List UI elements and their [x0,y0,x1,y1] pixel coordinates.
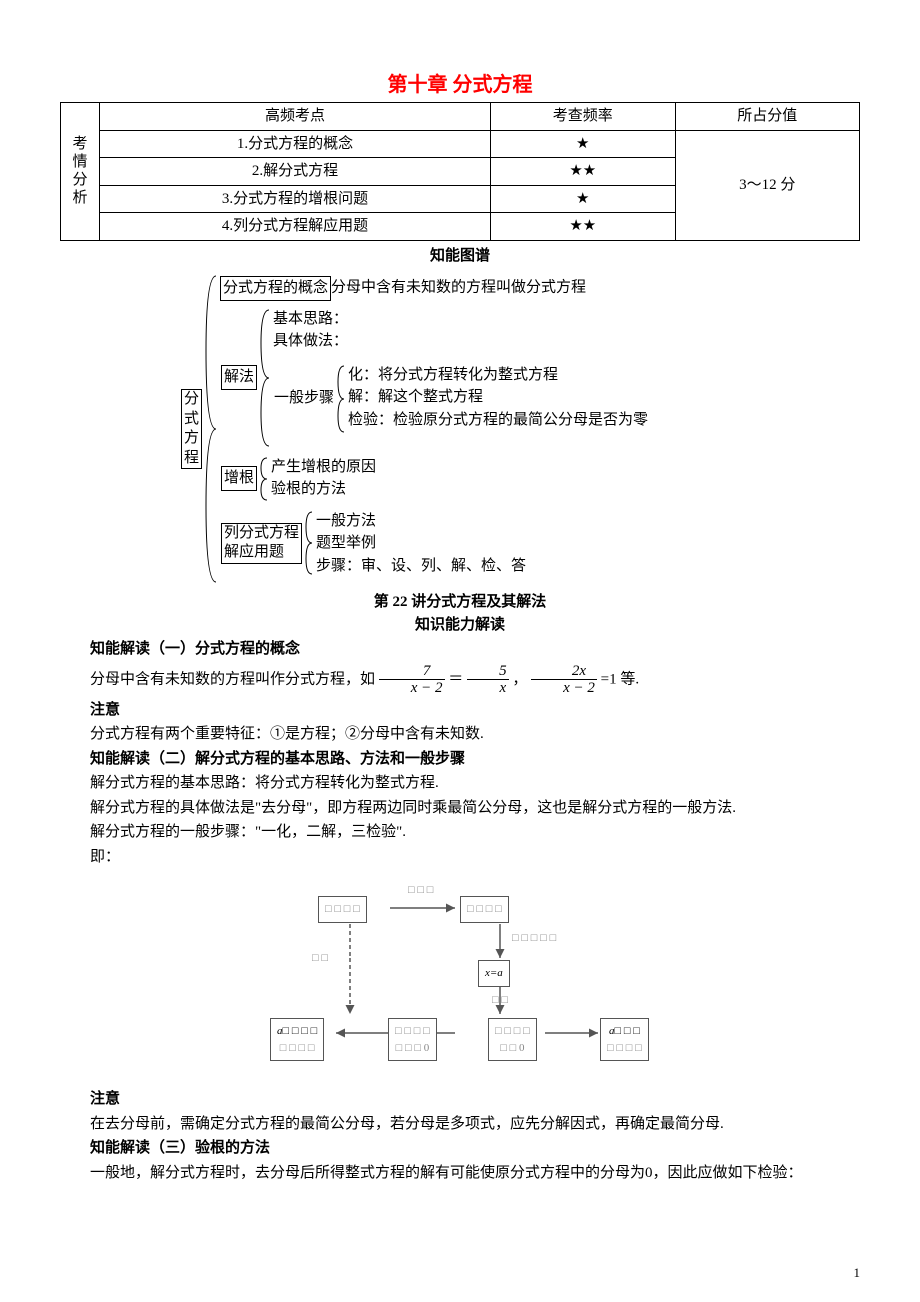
fc-b6: □ □ □ □□ □ 0 [488,1018,537,1061]
app-c: 步骤：审、设、列、解、检、答 [316,555,526,578]
app-a: 一般方法 [316,510,526,533]
fc-lab-side: □ □ [312,950,328,967]
cell-freq: ★ [491,130,675,158]
fc-b7: a□ □ □ □ □ □ □ [600,1018,649,1061]
fc-b3: x=a [478,960,510,987]
s1-text: 分母中含有未知数的方程叫作分式方程，如 [90,671,375,687]
table-row: 1.分式方程的概念 ★ 3～12 分 [61,130,860,158]
fc-lab-mid: □ □ □ □ □ [512,930,556,947]
tree-root: 分式方程 [181,389,202,469]
app-b: 题型举例 [316,532,526,555]
cell-freq: ★ [491,185,675,213]
brace-icon [304,510,314,576]
section2-heading: 知能解读（二）解分式方程的基本思路、方法和一般步骤 [60,748,860,771]
step-b: 解：解这个整式方程 [348,386,648,409]
note-title-1: 注意 [60,699,860,722]
eq1: =1 [601,671,617,687]
s2-p4: 即： [60,846,860,869]
fc-b2: □ □ □ □ [460,896,509,923]
step-a: 化：将分式方程转化为整式方程 [348,364,648,387]
method-l2: 具体做法： [273,330,649,353]
knowledge-tree: 分式方程 分式方程的概念分母中含有未知数的方程叫做分式方程 解法 [180,273,860,585]
brace-icon [259,456,269,502]
s2-p1: 解分式方程的基本思路：将分式方程转化为整式方程. [60,772,860,795]
brace-icon [204,274,218,584]
note-title-2: 注意 [60,1088,860,1111]
frac1: 7x − 2 [379,663,445,697]
side-label: 考情分析 [61,103,100,241]
th-freq: 考查频率 [491,103,675,131]
app-box-l1: 列分式方程 [224,525,299,541]
method-box: 解法 [221,365,257,390]
th-score: 所占分值 [675,103,859,131]
concept-def: 分母中含有未知数的方程叫做分式方程 [331,280,586,296]
section1-body: 分母中含有未知数的方程叫作分式方程，如 7x − 2 ＝ 5x ， 2xx − … [60,663,860,697]
cell-topic: 4.列分式方程解应用题 [100,213,491,241]
chapter-title: 第十章 分式方程 [60,70,860,100]
frac2: 5x [467,663,509,697]
th-topic: 高频考点 [100,103,491,131]
extra-box: 增根 [221,466,257,491]
fc-b1: □ □ □ □ [318,896,367,923]
s2-p3: 解分式方程的一般步骤："一化，二解，三检验". [60,821,860,844]
s2-p2: 解分式方程的具体做法是"去分母"，即方程两边同时乘最简公分母，这也是解分式方程的… [60,797,860,820]
steps-label: 一般步骤 [273,363,335,435]
s3-p1: 一般地，解分式方程时，去分母后所得整式方程的解有可能使原分式方程中的分母为0，因… [60,1162,860,1185]
fc-lab-top: □ □ □ [408,882,433,899]
cell-score: 3～12 分 [675,130,859,240]
method-l1: 基本思路： [273,308,649,331]
cell-freq: ★★ [491,158,675,186]
fc-b5: □ □ □ □□ □ □ 0 [388,1018,437,1061]
cell-topic: 1.分式方程的概念 [100,130,491,158]
tree-heading: 知能图谱 [60,245,860,268]
cell-topic: 3.分式方程的增根问题 [100,185,491,213]
app-box-l2: 解应用题 [224,544,284,560]
analysis-table: 考情分析 高频考点 考查频率 所占分值 1.分式方程的概念 ★ 3～12 分 2… [60,102,860,241]
lecture-title: 第 22 讲分式方程及其解法 [60,591,860,614]
page-number: 1 [854,1263,861,1283]
extra-a: 产生增根的原因 [271,456,376,479]
extra-b: 验根的方法 [271,478,376,501]
brace-icon [336,364,346,434]
note-body-1: 分式方程有两个重要特征：①是方程；②分母中含有未知数. [60,723,860,746]
cell-topic: 2.解分式方程 [100,158,491,186]
s1-tail: 等. [620,671,639,687]
section3-heading: 知能解读（三）验根的方法 [60,1137,860,1160]
note-body-2: 在去分母前，需确定分式方程的最简公分母，若分母是多项式，应先分解因式，再确定最简… [60,1113,860,1136]
frac3: 2xx − 2 [531,663,597,697]
flowchart: □ □ □ □ □ □ □ □ x=a a□ □ □ □ □ □ □ □ □ □… [240,878,680,1078]
fc-lab-down: □ □ [492,992,508,1009]
concept-box: 分式方程的概念 [220,276,331,301]
cell-freq: ★★ [491,213,675,241]
section1-heading: 知能解读（一）分式方程的概念 [60,638,860,661]
app-box: 列分式方程 解应用题 [221,523,302,564]
brace-icon [259,308,271,448]
fc-b4: a□ □ □ □ □ □ □ □ [270,1018,324,1061]
step-c: 检验：检验原分式方程的最简公分母是否为零 [348,409,648,432]
comma: ， [512,671,527,687]
lecture-subtitle: 知识能力解读 [60,614,860,637]
eq-sep: ＝ [448,671,463,687]
